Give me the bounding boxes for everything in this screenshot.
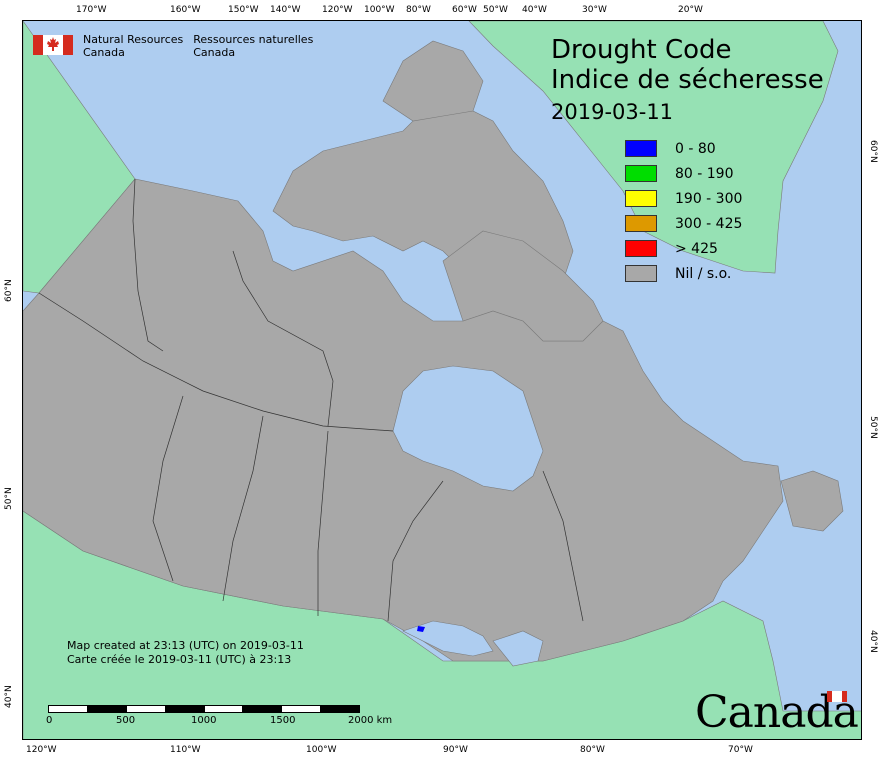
graticule-label: 40°W — [522, 5, 547, 15]
graticule-label: 60°W — [452, 5, 477, 15]
agency-fr-line1: Ressources naturelles — [193, 33, 314, 46]
graticule-label: 50°N — [4, 487, 14, 510]
scale-track — [48, 705, 360, 713]
legend-item: 0 - 80 — [625, 136, 742, 161]
baffin-island — [442, 230, 604, 342]
wordmark-flag-icon — [827, 691, 847, 702]
lake-huron — [492, 630, 544, 667]
legend-item: 300 - 425 — [625, 211, 742, 236]
graticule-label: 90°W — [443, 745, 468, 755]
scale-bar: 0 500 1000 1500 2000 km — [46, 705, 392, 729]
legend-swatch — [625, 240, 657, 257]
graticule-label: 100°W — [364, 5, 395, 15]
graticule-label: 50°N — [868, 416, 878, 439]
graticule-label: 150°W — [228, 5, 259, 15]
legend-item: Nil / s.o. — [625, 261, 742, 286]
graticule-label: 160°W — [170, 5, 201, 15]
graticule-label: 20°W — [678, 5, 703, 15]
legend-label: 300 - 425 — [675, 215, 743, 232]
hudson-bay — [392, 365, 544, 492]
legend-label: > 425 — [675, 240, 718, 257]
agency-signature: Natural Resources Canada Ressources natu… — [33, 33, 313, 59]
map-title: Drought Code Indice de sécheresse 2019-0… — [551, 35, 824, 127]
map-legend: 0 - 80 80 - 190 190 - 300 300 - 425 > 42… — [625, 136, 742, 286]
agency-en-line2: Canada — [83, 46, 125, 59]
agency-name-en: Natural Resources Canada — [83, 33, 183, 59]
great-lakes — [402, 620, 494, 657]
graticule-label: 60°N — [868, 140, 878, 163]
title-fr: Indice de sécheresse — [551, 65, 824, 95]
legend-swatch — [625, 265, 657, 282]
legend-label: 0 - 80 — [675, 140, 716, 157]
graticule-label: 30°W — [582, 5, 607, 15]
graticule-label: 80°W — [406, 5, 431, 15]
graticule-label: 60°N — [4, 279, 14, 302]
graticule-label: 70°W — [728, 745, 753, 755]
legend-label: 190 - 300 — [675, 190, 743, 207]
legend-label: Nil / s.o. — [675, 265, 732, 282]
graticule-label: 50°W — [483, 5, 508, 15]
drought-cell-blue — [417, 626, 425, 632]
graticule-label: 100°W — [306, 745, 337, 755]
agency-fr-line2: Canada — [193, 46, 236, 59]
creation-note-en: Map created at 23:13 (UTC) on 2019-03-11 — [67, 639, 304, 652]
scale-tick-label: 1000 — [191, 715, 217, 726]
legend-label: 80 - 190 — [675, 165, 734, 182]
legend-swatch — [625, 190, 657, 207]
scale-tick-label: 2000 km — [348, 715, 393, 726]
title-en: Drought Code — [551, 35, 732, 65]
legend-swatch — [625, 215, 657, 232]
legend-item: 80 - 190 — [625, 161, 742, 186]
creation-note-fr: Carte créée le 2019-03-11 (UTC) à 23:13 — [67, 653, 292, 666]
newfoundland — [780, 470, 844, 532]
agency-name-fr: Ressources naturelles Canada — [193, 33, 313, 59]
graticule-label: 170°W — [76, 5, 107, 15]
canada-flag-icon — [33, 35, 73, 55]
graticule-label: 80°W — [580, 745, 605, 755]
graticule-label: 40°N — [868, 630, 878, 653]
graticule-label: 110°W — [170, 745, 201, 755]
map-frame: Natural Resources Canada Ressources natu… — [22, 20, 862, 740]
legend-item: 190 - 300 — [625, 186, 742, 211]
ellesmere-island — [382, 40, 484, 122]
scale-tick-label: 0 — [46, 715, 53, 726]
scale-tick-label: 1500 — [270, 715, 296, 726]
scale-tick-label: 500 — [116, 715, 136, 726]
legend-swatch — [625, 140, 657, 157]
legend-swatch — [625, 165, 657, 182]
graticule-label: 140°W — [270, 5, 301, 15]
map-canvas — [23, 21, 861, 739]
graticule-label: 120°W — [322, 5, 353, 15]
legend-item: > 425 — [625, 236, 742, 261]
scale-ticks: 0 500 1000 1500 2000 km — [46, 715, 392, 729]
province-borders — [38, 178, 584, 622]
map-date: 2019-03-11 — [551, 100, 674, 124]
graticule-label: 40°N — [4, 685, 14, 708]
agency-en-line1: Natural Resources — [83, 33, 184, 46]
graticule-label: 120°W — [26, 745, 57, 755]
creation-note: Map created at 23:13 (UTC) on 2019-03-11… — [67, 639, 304, 667]
